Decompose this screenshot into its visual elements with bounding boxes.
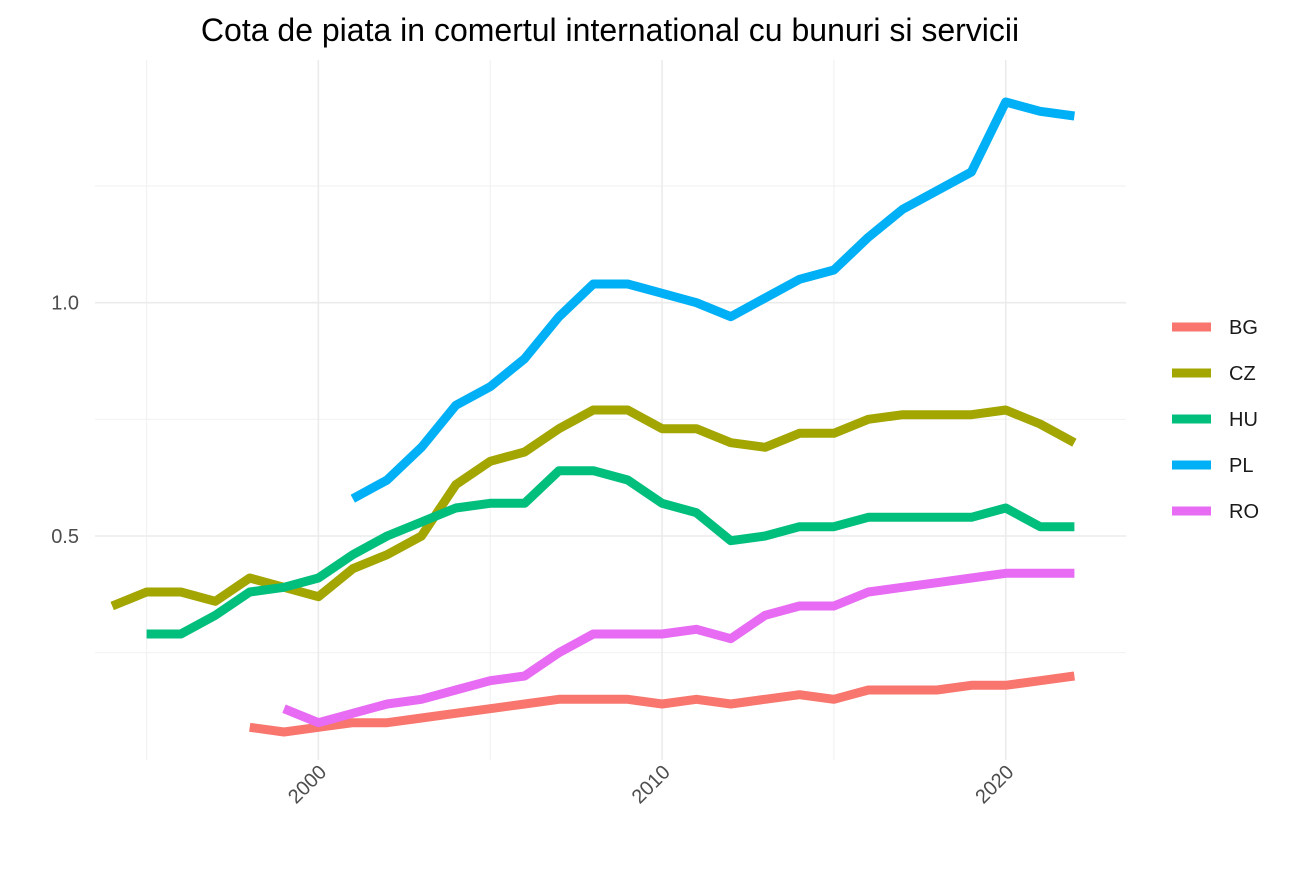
- series-line-bg: [249, 671, 1076, 737]
- y-tick-label: 1.0: [51, 293, 79, 315]
- axis-labels: 0.5 1.0 2000 2010 2020: [51, 293, 1018, 809]
- series-line-pl: [350, 97, 1076, 503]
- legend-label-pl: PL: [1229, 455, 1253, 477]
- chart-title: Cota de piata in comertul international …: [201, 12, 1019, 48]
- x-tick-label: 2000: [284, 761, 331, 808]
- legend-label-bg: BG: [1229, 317, 1258, 339]
- legend-label-ro: RO: [1229, 501, 1259, 523]
- legend-label-cz: CZ: [1229, 363, 1256, 385]
- series-lines: [110, 97, 1077, 737]
- series-line-cz: [110, 405, 1077, 611]
- x-tick-label: 2020: [971, 761, 1018, 808]
- series-line-hu: [146, 466, 1075, 639]
- series-line-ro: [282, 568, 1075, 728]
- legend: BG CZ HU PL RO: [1172, 317, 1259, 523]
- legend-label-hu: HU: [1229, 409, 1258, 431]
- x-tick-label: 2010: [628, 761, 675, 808]
- y-tick-label: 0.5: [51, 526, 79, 548]
